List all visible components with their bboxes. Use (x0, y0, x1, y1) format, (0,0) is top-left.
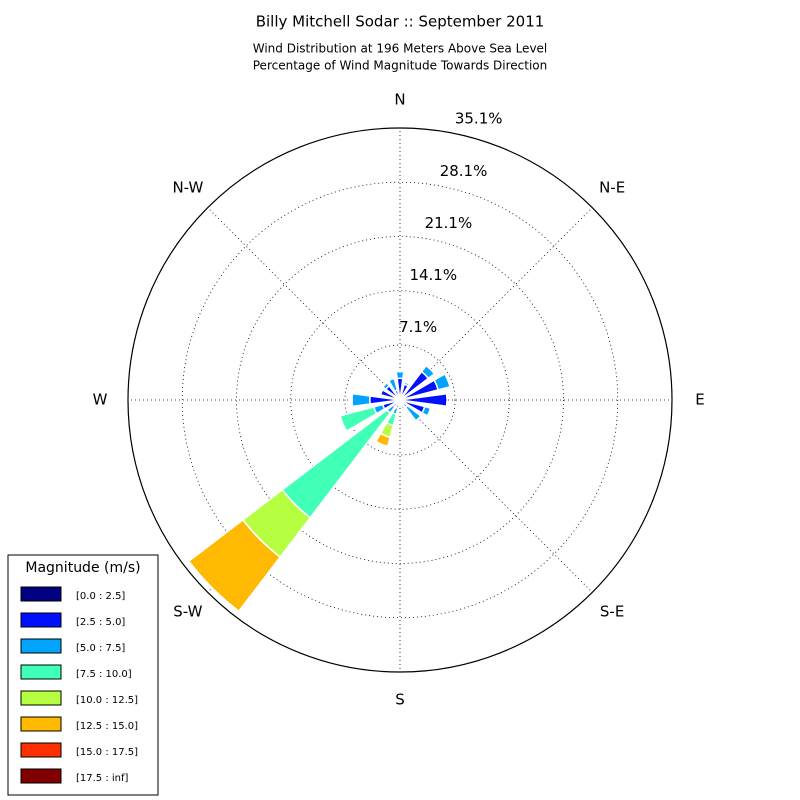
legend-label: [0.0 : 2.5] (76, 591, 125, 602)
legend-swatch (20, 742, 62, 758)
bar-segment (426, 407, 432, 417)
legend-label: [17.5 : inf] (76, 773, 129, 784)
legend-swatch (20, 638, 62, 654)
ring-label: 21.1% (425, 214, 473, 232)
legend-label: [12.5 : 15.0] (76, 721, 138, 732)
direction-label: E (695, 391, 704, 409)
direction-label: S-E (600, 603, 624, 621)
chart-subtitle: Wind Distribution at 196 Meters Above Se… (253, 42, 548, 56)
legend-label: [7.5 : 10.0] (76, 669, 132, 680)
bar-segment (415, 415, 422, 422)
legend-swatch (20, 664, 62, 680)
grid-ring (290, 290, 510, 510)
legend-label: [2.5 : 5.0] (76, 617, 125, 628)
ring-label: 28.1% (440, 162, 488, 180)
direction-label: N (394, 91, 405, 109)
grid-ring (236, 236, 564, 564)
legend-swatch (20, 768, 62, 784)
bar-segment (425, 364, 436, 375)
direction-label: N-W (172, 178, 203, 196)
legend-swatch (20, 586, 62, 602)
legend-swatch (20, 716, 62, 732)
direction-label: S (395, 691, 405, 709)
bar-segment (351, 392, 371, 408)
ring-label: 7.1% (399, 318, 437, 336)
direction-label: S-W (173, 603, 202, 621)
bar-segment (188, 560, 240, 612)
bar-segment (382, 382, 388, 388)
bar-segment (395, 370, 405, 380)
chart-title: Billy Mitchell Sodar :: September 2011 (256, 13, 545, 31)
direction-label: W (93, 391, 108, 409)
bar-segment (404, 381, 410, 385)
bar-segment (402, 407, 406, 410)
bar-segment (388, 377, 395, 382)
legend-swatch (20, 612, 62, 628)
grid-ring (127, 127, 673, 673)
legend-title: Magnitude (m/s) (25, 560, 140, 576)
spoke (399, 207, 593, 401)
spoke (207, 207, 401, 401)
legend-swatch (20, 690, 62, 706)
spoke (399, 399, 593, 593)
grid-ring (181, 181, 619, 619)
grid-ring (344, 344, 456, 456)
chart-subtitle: Percentage of Wind Magnitude Towards Dir… (253, 59, 547, 73)
legend-label: [15.0 : 17.5] (76, 747, 138, 758)
legend-label: [5.0 : 7.5] (76, 643, 125, 654)
bar-segment (378, 388, 382, 395)
bar-segment (444, 373, 451, 387)
direction-label: N-E (599, 178, 625, 196)
legend-label: [10.0 : 12.5] (76, 695, 138, 706)
ring-label: 14.1% (409, 266, 457, 284)
ring-label: 35.1% (455, 110, 503, 128)
